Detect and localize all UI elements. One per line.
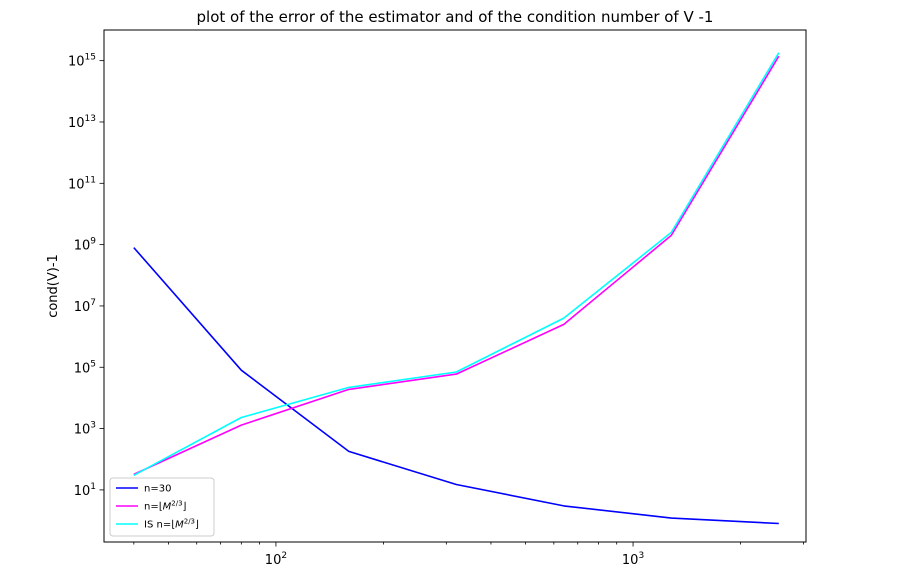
- legend-label: n=30: [144, 484, 171, 495]
- series-line-2: [133, 55, 780, 476]
- x-ticks: 102 103: [133, 542, 804, 568]
- chart-title: plot of the error of the estimator and o…: [197, 8, 714, 26]
- y-tick-label: 105: [74, 359, 96, 376]
- y-tick-label: 101: [74, 482, 96, 499]
- legend-label: IS n=⌊M2/3⌋: [144, 518, 199, 531]
- series-line-3: [133, 52, 780, 477]
- y-axis-label: cond(V)-1: [46, 254, 61, 318]
- plot-area: [103, 29, 807, 543]
- x-tick-label: 103: [622, 551, 644, 568]
- series-line-1: [133, 247, 779, 525]
- y-tick-label: 107: [74, 298, 96, 315]
- y-tick-label: 1015: [68, 53, 96, 70]
- y-ticks: 101 103 105 107 109 1011 1013 1015: [68, 53, 104, 499]
- x-tick-label: 102: [265, 551, 287, 568]
- legend: n=30 n=⌊M2/3⌋ IS n=⌊M2/3⌋: [109, 477, 215, 537]
- series-lines: [133, 52, 780, 525]
- legend-label: n=⌊M2/3⌋: [144, 500, 186, 513]
- y-tick-label: 103: [74, 421, 96, 438]
- legend-frame: [109, 477, 215, 537]
- y-tick-label: 1011: [68, 175, 96, 192]
- y-tick-label: 1013: [68, 114, 96, 131]
- y-tick-label: 109: [74, 237, 97, 254]
